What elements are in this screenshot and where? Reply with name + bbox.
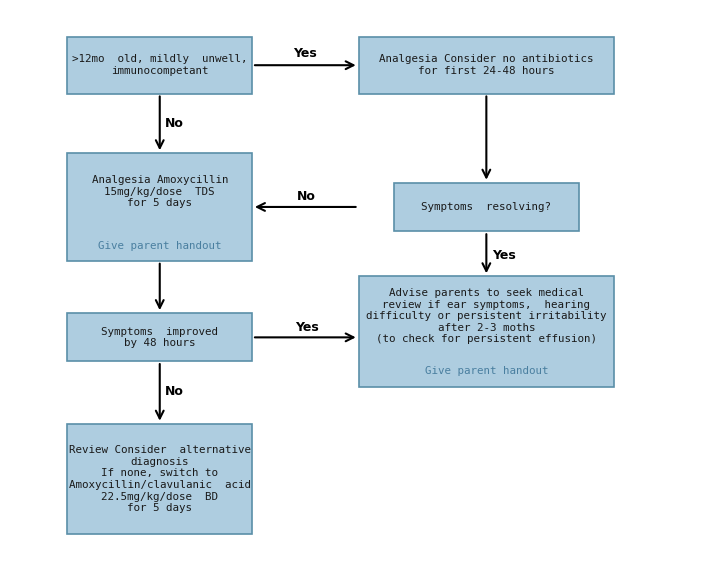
FancyBboxPatch shape: [67, 153, 252, 261]
Text: No: No: [165, 117, 183, 130]
FancyBboxPatch shape: [359, 277, 614, 387]
Text: Yes: Yes: [295, 321, 319, 333]
Text: No: No: [297, 191, 316, 203]
Text: Yes: Yes: [293, 48, 317, 60]
Text: Give parent handout: Give parent handout: [425, 366, 548, 376]
FancyBboxPatch shape: [67, 313, 252, 362]
FancyBboxPatch shape: [67, 424, 252, 534]
Text: No: No: [165, 385, 183, 397]
Text: Analgesia Amoxycillin
15mg/kg/dose  TDS
for 5 days: Analgesia Amoxycillin 15mg/kg/dose TDS f…: [92, 175, 228, 209]
Text: Give parent handout: Give parent handout: [98, 241, 222, 251]
FancyBboxPatch shape: [359, 37, 614, 94]
Text: Symptoms  improved
by 48 hours: Symptoms improved by 48 hours: [102, 327, 218, 348]
Text: Symptoms  resolving?: Symptoms resolving?: [421, 202, 552, 212]
FancyBboxPatch shape: [67, 37, 252, 94]
Text: Advise parents to seek medical
review if ear symptoms,  hearing
difficulty or pe: Advise parents to seek medical review if…: [366, 288, 606, 344]
Text: Analgesia Consider no antibiotics
for first 24-48 hours: Analgesia Consider no antibiotics for fi…: [379, 54, 594, 76]
Text: >12mo  old, mildly  unwell,
immunocompetant: >12mo old, mildly unwell, immunocompetan…: [72, 54, 248, 76]
Text: Review Consider  alternative
diagnosis
If none, switch to
Amoxycillin/clavulanic: Review Consider alternative diagnosis If…: [69, 445, 251, 513]
FancyBboxPatch shape: [394, 183, 579, 231]
Text: Yes: Yes: [492, 249, 516, 261]
